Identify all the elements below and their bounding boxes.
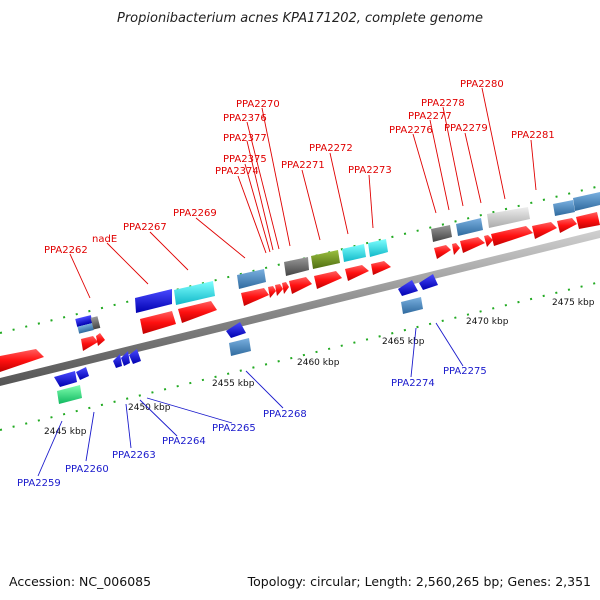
gene-label: PPA2265 [212, 423, 256, 434]
scale-label: 2460 kbp [297, 358, 340, 368]
map-title: Propionibacterium acnes KPA171202, compl… [117, 11, 483, 26]
forward-genes [0, 192, 600, 372]
gene-forward [342, 244, 366, 262]
gene-reverse [129, 349, 141, 364]
gene-label: PPA2272 [309, 143, 353, 154]
gene-forward [140, 311, 176, 334]
gene-label: PPA2279 [444, 123, 488, 134]
genome-summary-text: Topology: circular; Length: 2,560,265 bp… [247, 574, 591, 589]
gene-forward [553, 200, 575, 216]
gene-forward [135, 289, 172, 313]
gene-label: PPA2267 [123, 222, 167, 233]
reverse-genes [54, 274, 438, 404]
gene-reverse [113, 354, 122, 368]
gene-forward [174, 281, 215, 305]
gene-forward [289, 277, 312, 294]
gene-reverse [229, 338, 251, 356]
gene-forward [532, 222, 557, 239]
gene-forward [573, 192, 600, 211]
scale-label: 2455 kbp [212, 379, 255, 389]
gene-forward [90, 316, 101, 330]
gene-forward [460, 237, 485, 253]
reverse-gene-labels: PPA2259 PPA2260 PPA2263 PPA2264 PPA2265 … [17, 366, 487, 489]
gene-label: PPA2260 [65, 464, 109, 475]
gene-label: PPA2273 [348, 165, 392, 176]
gene-forward [0, 349, 44, 372]
gene-label: PPA2269 [173, 208, 217, 219]
gene-forward [311, 250, 340, 269]
gene-reverse [226, 322, 246, 338]
gene-forward [456, 218, 483, 236]
gene-label: PPA2280 [460, 79, 504, 90]
gene-forward [345, 265, 369, 281]
gene-forward [452, 243, 460, 255]
gene-forward [487, 207, 530, 228]
gene-label: PPA2274 [391, 378, 435, 389]
gene-forward [237, 269, 266, 289]
gene-forward [314, 271, 342, 289]
gene-label: PPA2270 [236, 99, 280, 110]
gene-forward [81, 336, 98, 351]
gene-label: PPA2276 [389, 125, 433, 136]
gene-forward [75, 315, 93, 327]
scale-label: 2470 kbp [466, 317, 509, 327]
gene-reverse [76, 367, 89, 380]
forward-callouts [69, 87, 537, 299]
scale-label: 2450 kbp [128, 403, 171, 413]
gene-label: PPA2377 [223, 133, 267, 144]
gene-label: PPA2264 [162, 436, 206, 447]
gene-label: nadE [92, 234, 117, 245]
gene-forward [178, 301, 217, 323]
gene-reverse [401, 297, 423, 314]
gene-forward [371, 261, 391, 275]
gene-reverse [419, 274, 438, 290]
gene-forward [557, 218, 577, 233]
gene-label: PPA2281 [511, 130, 555, 141]
scale-labels: 2445 kbp 2450 kbp 2455 kbp 2460 kbp 2465… [44, 298, 595, 437]
gene-forward [96, 333, 105, 346]
gene-label: PPA2271 [281, 160, 325, 171]
gene-reverse [54, 371, 77, 387]
gene-label: PPA2268 [263, 409, 307, 420]
gene-label: PPA2262 [44, 245, 88, 256]
gene-reverse [57, 385, 82, 404]
scale-label: 2465 kbp [382, 337, 425, 347]
gene-forward [431, 225, 452, 242]
gene-forward [77, 323, 94, 334]
gene-label: PPA2277 [408, 111, 452, 122]
gene-label: PPA2263 [112, 450, 156, 461]
scale-label: 2475 kbp [552, 298, 595, 308]
gene-reverse [398, 280, 418, 296]
forward-gene-labels: PPA2262 nadE PPA2267 PPA2269 PPA2270 PPA… [44, 79, 555, 256]
gene-label: PPA2275 [443, 366, 487, 377]
scale-label: 2445 kbp [44, 427, 87, 437]
gene-forward [484, 235, 493, 247]
gene-label: PPA2259 [17, 478, 61, 489]
gene-label: PPA2374 [215, 166, 259, 177]
gene-forward [275, 284, 283, 296]
gene-reverse [121, 351, 130, 366]
genome-backbone [0, 230, 600, 386]
gene-forward [268, 286, 276, 298]
gene-forward [576, 212, 600, 229]
gene-forward [282, 282, 289, 294]
gene-label: PPA2375 [223, 154, 267, 165]
gene-forward [241, 288, 269, 306]
gene-forward [434, 245, 451, 259]
reverse-callouts [37, 322, 464, 477]
gene-label: PPA2278 [421, 98, 465, 109]
accession-text: Accession: NC_006085 [9, 574, 151, 589]
gene-forward [368, 239, 388, 257]
gene-label: PPA2376 [223, 113, 267, 124]
gene-forward [491, 226, 533, 246]
gene-forward [284, 257, 309, 276]
